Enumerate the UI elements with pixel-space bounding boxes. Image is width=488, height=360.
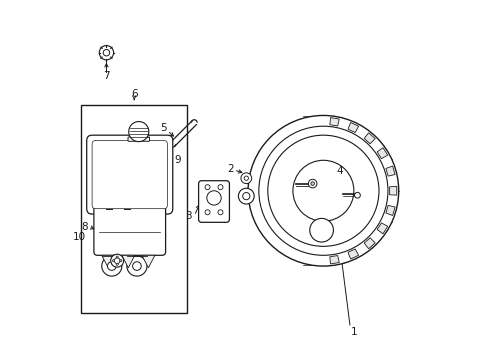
Circle shape [238, 188, 254, 204]
Circle shape [114, 258, 120, 264]
Circle shape [128, 122, 148, 141]
Polygon shape [364, 133, 374, 144]
Polygon shape [385, 206, 394, 216]
Polygon shape [347, 249, 358, 259]
Circle shape [102, 256, 122, 276]
FancyBboxPatch shape [92, 140, 167, 209]
Circle shape [242, 193, 249, 200]
FancyBboxPatch shape [86, 135, 172, 214]
Polygon shape [122, 255, 135, 268]
Polygon shape [347, 122, 358, 132]
Circle shape [218, 185, 223, 190]
Text: 1: 1 [350, 327, 356, 337]
Polygon shape [389, 186, 396, 195]
Circle shape [206, 191, 221, 205]
Polygon shape [142, 255, 155, 268]
Circle shape [99, 45, 113, 60]
Circle shape [241, 173, 251, 184]
Text: 2: 2 [226, 164, 233, 174]
Text: 5: 5 [160, 123, 167, 133]
Circle shape [126, 256, 147, 276]
Polygon shape [102, 255, 115, 268]
Polygon shape [385, 166, 394, 176]
Circle shape [110, 254, 123, 267]
Circle shape [120, 260, 122, 262]
Circle shape [204, 185, 210, 190]
Text: 10: 10 [73, 232, 86, 242]
Circle shape [308, 179, 316, 188]
Text: 9: 9 [174, 155, 181, 165]
Circle shape [132, 262, 141, 270]
Circle shape [258, 126, 387, 255]
Text: 4: 4 [336, 166, 342, 176]
Circle shape [103, 49, 109, 56]
FancyBboxPatch shape [198, 181, 229, 222]
Circle shape [112, 260, 115, 262]
Circle shape [354, 192, 360, 198]
Circle shape [292, 160, 353, 221]
Circle shape [267, 135, 378, 246]
Circle shape [116, 263, 118, 265]
Circle shape [247, 116, 398, 266]
Circle shape [116, 256, 118, 258]
Polygon shape [364, 238, 374, 249]
Polygon shape [329, 256, 339, 264]
Polygon shape [376, 148, 387, 159]
Circle shape [218, 210, 223, 215]
Text: 6: 6 [131, 89, 137, 99]
FancyBboxPatch shape [94, 205, 165, 255]
FancyBboxPatch shape [128, 137, 149, 141]
Polygon shape [329, 118, 339, 126]
Circle shape [204, 210, 210, 215]
Polygon shape [376, 223, 387, 234]
Text: 8: 8 [81, 222, 87, 231]
Circle shape [107, 262, 116, 270]
Circle shape [309, 219, 333, 242]
Text: 3: 3 [185, 211, 192, 221]
Text: 7: 7 [103, 71, 109, 81]
Bar [81, 105, 187, 313]
Circle shape [244, 176, 248, 180]
Circle shape [310, 182, 314, 185]
